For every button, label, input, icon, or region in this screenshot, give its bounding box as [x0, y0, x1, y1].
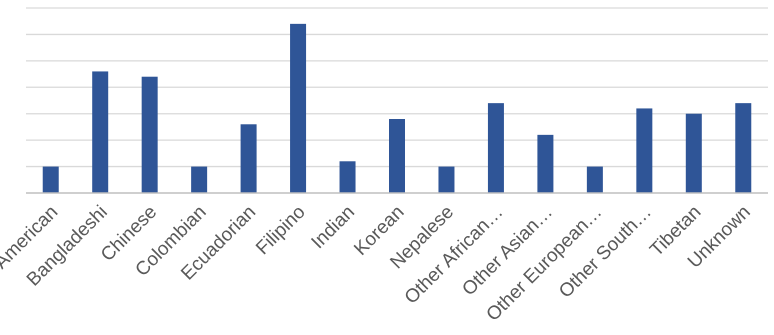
bar-nepalese: [438, 166, 455, 193]
x-tick-labels: AmericanBangladeshiChineseColombianEcuad…: [0, 202, 755, 326]
bar-korean: [389, 119, 405, 193]
bar-filipino: [290, 23, 307, 193]
bar-unknown: [735, 103, 752, 193]
bar-other-african: [487, 103, 504, 193]
bar-ecuadorian: [240, 124, 257, 193]
bar-other-asian: [537, 134, 554, 193]
bar-chinese: [141, 76, 158, 193]
bar-indian: [339, 161, 356, 193]
bar-other-european: [586, 166, 603, 193]
bar-american: [42, 166, 59, 193]
bar-series: [42, 23, 752, 193]
bar-colombian: [191, 166, 208, 193]
x-tick-label: Filipino: [252, 202, 309, 259]
bar-bangladeshi: [92, 71, 109, 193]
bar-other-south: [636, 108, 653, 193]
bar-tibetan: [685, 113, 702, 193]
